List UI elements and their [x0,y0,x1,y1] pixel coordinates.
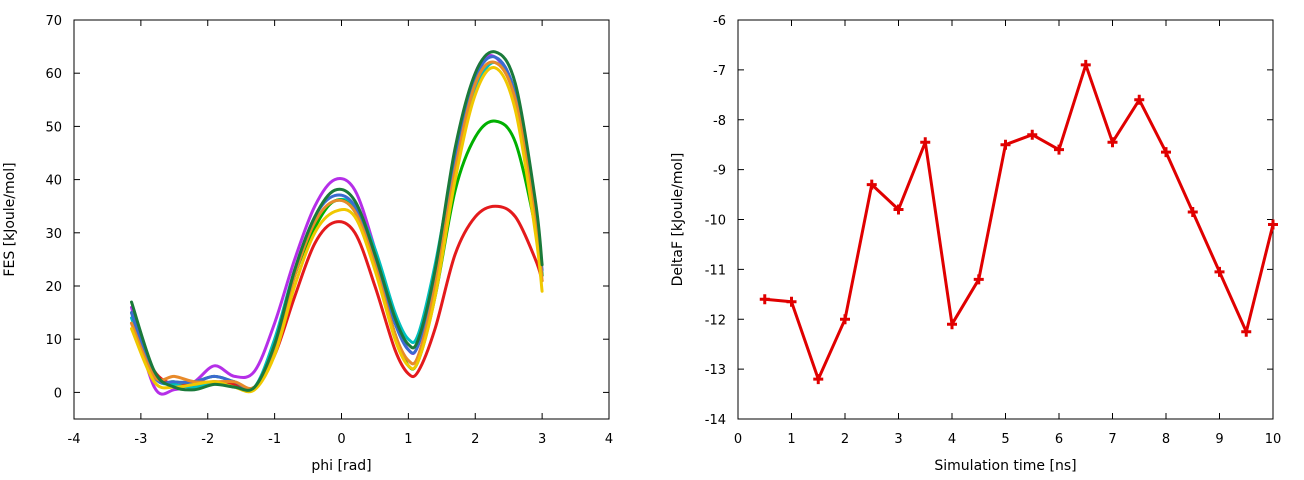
deltaf-x-tick-label: 2 [841,432,849,447]
fes-x-tick-label: 2 [471,432,479,447]
deltaf-data-point [947,319,957,330]
deltaf-y-tick-label: -8 [713,114,726,129]
deltaf-x-tick-label: 10 [1265,432,1282,447]
deltaf-data-point [1000,139,1011,150]
deltaf-data-point [920,137,931,148]
deltaf-x-tick-label: 8 [1162,432,1170,447]
deltaf-y-tick-label: -7 [713,64,726,79]
deltaf-x-tick-label: 0 [734,432,742,447]
fes-series-line-5 [130,55,544,391]
deltaf-y-tick-label: -9 [713,164,726,179]
deltaf-y-tick-label: -13 [705,363,726,378]
fes-x-tick-label: 4 [605,432,613,447]
fes-series-line-6 [130,60,544,391]
deltaf-x-tick-label: 9 [1215,432,1223,447]
fes-y-tick-label: 20 [45,280,62,295]
fes-y-tick-label: 40 [45,174,62,189]
deltaf-y-axis-label: DeltaF [kJoule/mol] [670,153,686,287]
deltaf-data-point [893,204,904,215]
deltaf-x-tick-label: 3 [894,432,902,447]
deltaf-data-point [1107,137,1118,148]
fes-x-tick-label: -3 [134,432,147,447]
deltaf-y-tick-label: -10 [705,214,726,229]
fes-x-tick-label: 0 [337,432,345,447]
fes-y-axis-label: FES [kJoule/mol] [2,162,18,276]
deltaf-data-point [1134,94,1145,105]
fes-series-line-7 [130,66,544,394]
deltaf-y-tick-label: -14 [705,413,726,428]
fes-series-line-3 [130,61,544,393]
fes-y-tick-label: 0 [54,386,62,401]
deltaf-series-line-1 [763,63,1275,381]
fes-x-axis-label: phi [rad] [311,458,371,474]
deltaf-data-point [866,179,877,190]
fes-series-line-2 [130,54,544,396]
deltaf-plot-frame [737,19,1274,420]
deltaf-x-tick-label: 4 [948,432,956,447]
deltaf-plot: 0 1 2 3 4 5 6 7 8 9 10 -14 -13 -12 -11 -10 -9 -8 -7 -6 Simul… [670,14,1281,474]
deltaf-data-point [786,296,797,307]
deltaf-x-axis-label: Simulation time [ns] [934,458,1076,474]
fes-series-line-1 [130,204,544,391]
deltaf-data-point [1214,266,1225,277]
fes-y-tick-label: 10 [45,333,62,348]
deltaf-data-point [1080,59,1091,70]
fes-x-tick-label: 3 [538,432,546,447]
fes-series-line-4 [130,119,544,391]
deltaf-data-point [840,314,850,325]
deltaf-x-tick-label: 5 [1001,432,1009,447]
fes-x-tick-label: -1 [268,432,281,447]
deltaf-x-tick-label: 6 [1055,432,1063,447]
fes-y-tick-label: 50 [45,120,62,135]
deltaf-x-tick-label: 1 [787,432,795,447]
fes-x-tick-label: -2 [201,432,214,447]
fes-series-line-8 [130,50,544,392]
fes-plot-frame [73,19,610,420]
deltaf-data-point [973,274,984,285]
deltaf-data-point [1268,219,1278,230]
fes-y-tick-label: 30 [45,227,62,242]
deltaf-data-point [813,374,824,385]
deltaf-data-point [1027,129,1038,140]
deltaf-data-point [1054,144,1064,155]
deltaf-data-point [1161,147,1171,158]
deltaf-data-point [1187,207,1198,218]
fes-x-tick-label: -4 [68,432,81,447]
deltaf-x-tick-label: 7 [1108,432,1116,447]
fes-y-tick-label: 60 [45,67,62,82]
fes-y-tick-label: 70 [45,14,62,29]
deltaf-data-point [1241,326,1252,337]
fes-x-tick-label: 1 [404,432,412,447]
deltaf-y-tick-label: -11 [705,263,726,278]
deltaf-y-tick-label: -6 [713,14,726,29]
deltaf-data-point [759,294,770,305]
deltaf-y-tick-label: -12 [705,313,726,328]
